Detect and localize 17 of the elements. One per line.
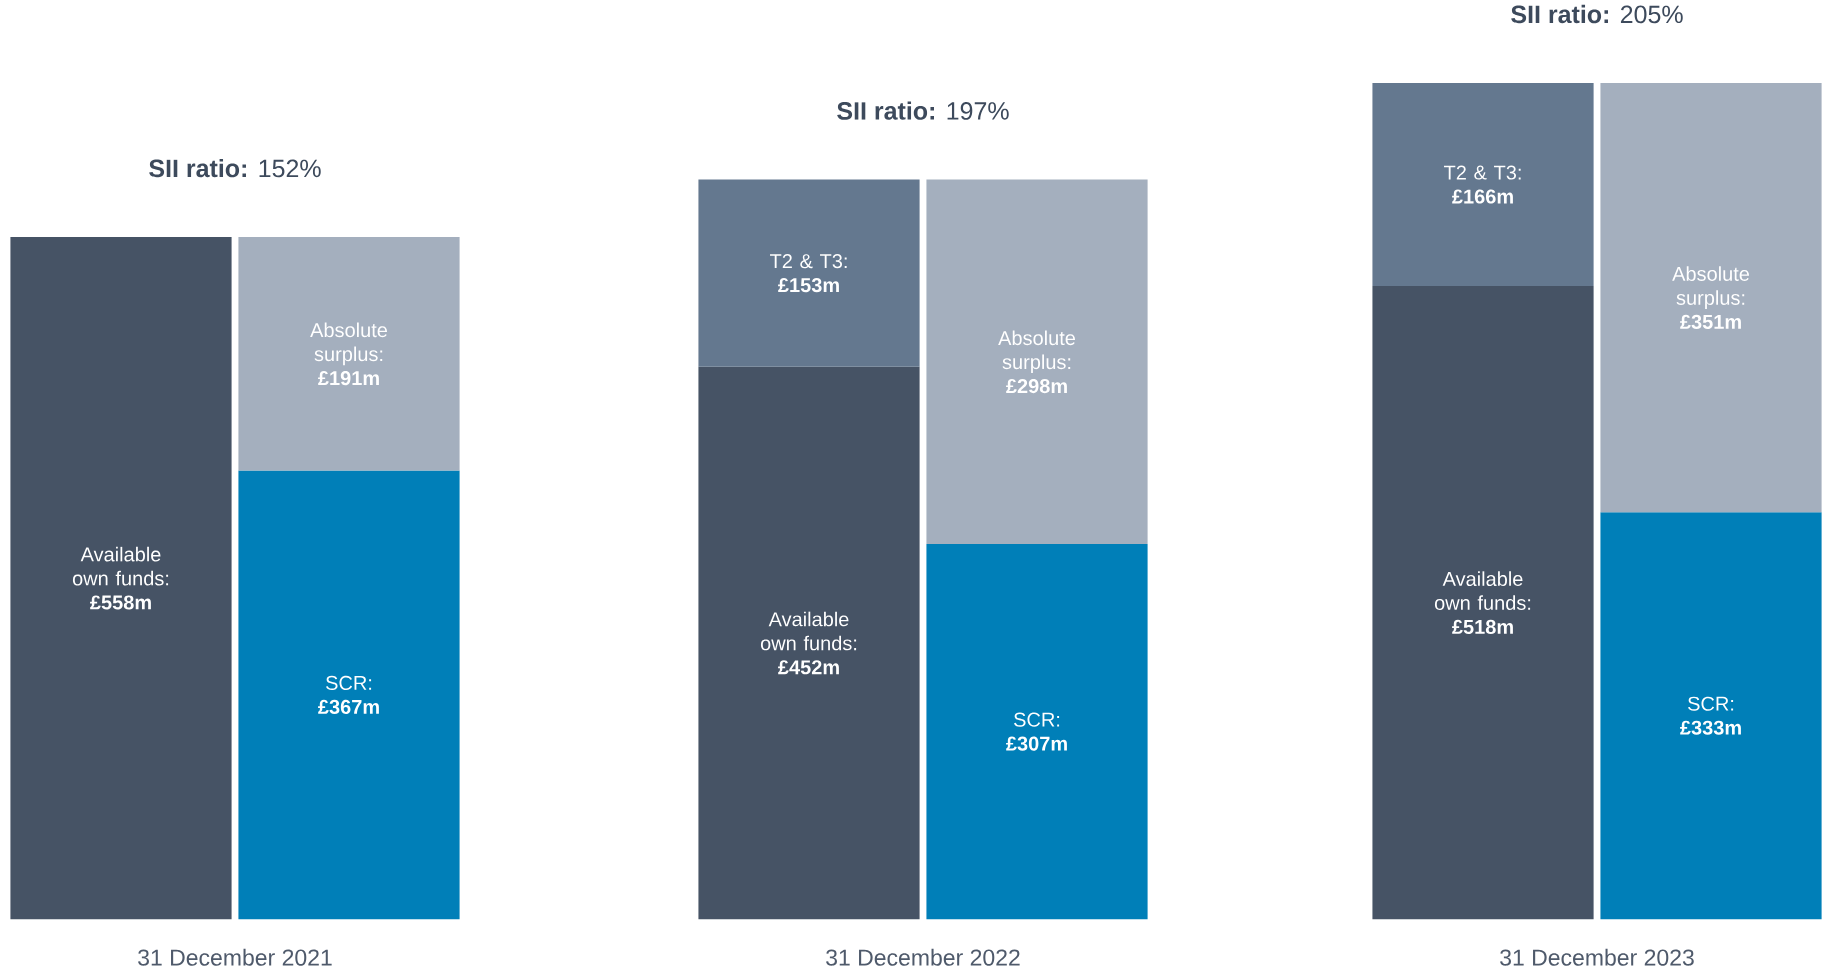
data-label: Available own funds: £452m (760, 611, 857, 675)
x-axis-title: 31 December 2021 (138, 948, 332, 966)
x-axis-title: 31 December 2022 (826, 948, 1020, 966)
data-label: Available own funds: £518m (1434, 571, 1531, 634)
data-label: Absolute surplus: £298m (998, 330, 1076, 394)
chart-title: SII ratio: 152% (149, 158, 321, 178)
data-label: Available own funds: £558m (72, 546, 169, 610)
chart-title: SII ratio: 205% (1511, 4, 1683, 24)
data-label: Absolute surplus: £191m (310, 322, 388, 386)
data-label: T2 & T3: £153m (770, 254, 847, 293)
data-label: SCR: £307m (1006, 712, 1067, 751)
data-label: Absolute surplus: £351m (1672, 266, 1750, 329)
data-label: T2 & T3: £166m (1444, 165, 1521, 204)
x-axis-title: 31 December 2023 (1500, 948, 1694, 966)
data-label: SCR: £367m (318, 675, 379, 715)
chart-title: SII ratio: 197% (837, 101, 1009, 120)
data-label: SCR: £333m (1680, 696, 1741, 735)
